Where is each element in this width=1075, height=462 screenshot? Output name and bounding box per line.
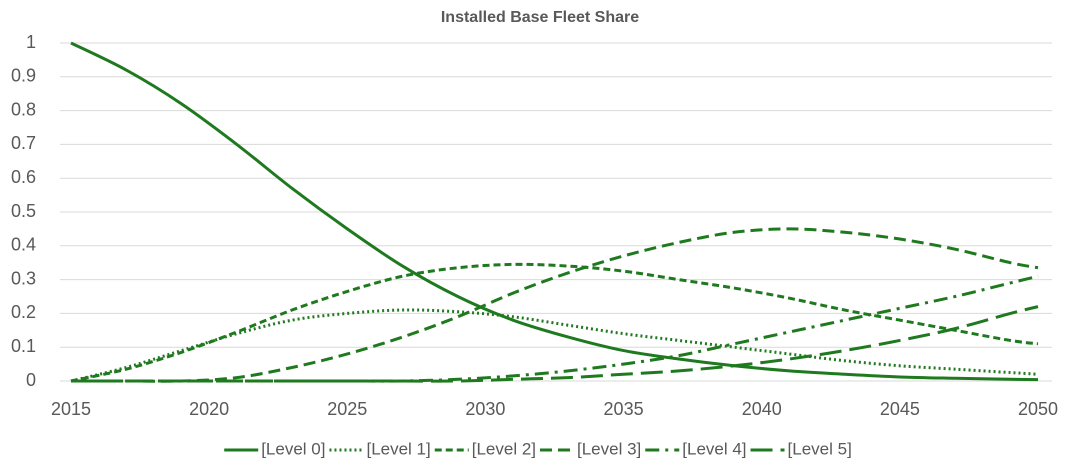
- y-tick-label: 0.3: [11, 268, 36, 288]
- x-tick-label: 2025: [327, 399, 367, 419]
- chart-title: Installed Base Fleet Share: [441, 9, 639, 26]
- series-line: [71, 274, 1039, 383]
- x-tick-label: 2040: [742, 399, 782, 419]
- series-line: [71, 227, 1039, 383]
- legend-label: [Level 1]: [366, 439, 430, 458]
- x-tick-label: 2050: [1018, 399, 1058, 419]
- legend-label: [Level 3]: [577, 439, 641, 458]
- y-tick-label: 0.8: [11, 99, 36, 119]
- y-tick-label: 0.1: [11, 336, 36, 356]
- y-tick-label: 0: [26, 370, 36, 390]
- y-tick-label: 0.9: [11, 66, 36, 86]
- legend-label: [Level 0]: [261, 439, 325, 458]
- legend-label: [Level 4]: [682, 439, 746, 458]
- x-tick-label: 2030: [465, 399, 505, 419]
- x-tick-label: 2035: [604, 399, 644, 419]
- x-tick-label: 2020: [189, 399, 229, 419]
- y-tick-label: 0.2: [11, 302, 36, 322]
- series-line: [70, 308, 1039, 383]
- x-tick-label: 2045: [880, 399, 920, 419]
- y-tick-label: 0.7: [11, 133, 36, 153]
- y-tick-label: 0.4: [11, 235, 36, 255]
- y-tick-label: 0.6: [11, 167, 36, 187]
- x-tick-label: 2015: [51, 399, 91, 419]
- legend: [Level 0] [Level 1] [Level 2] [Level 3] [Lev…: [224, 439, 852, 458]
- series-line: [70, 41, 1039, 382]
- legend-label: [Level 2]: [472, 439, 536, 458]
- legend-label: [Level 5]: [788, 439, 852, 458]
- y-tick-label: 1: [26, 32, 36, 52]
- series-line: [70, 262, 1039, 383]
- y-tick-label: 0.5: [11, 201, 36, 221]
- series-line: [71, 305, 1039, 383]
